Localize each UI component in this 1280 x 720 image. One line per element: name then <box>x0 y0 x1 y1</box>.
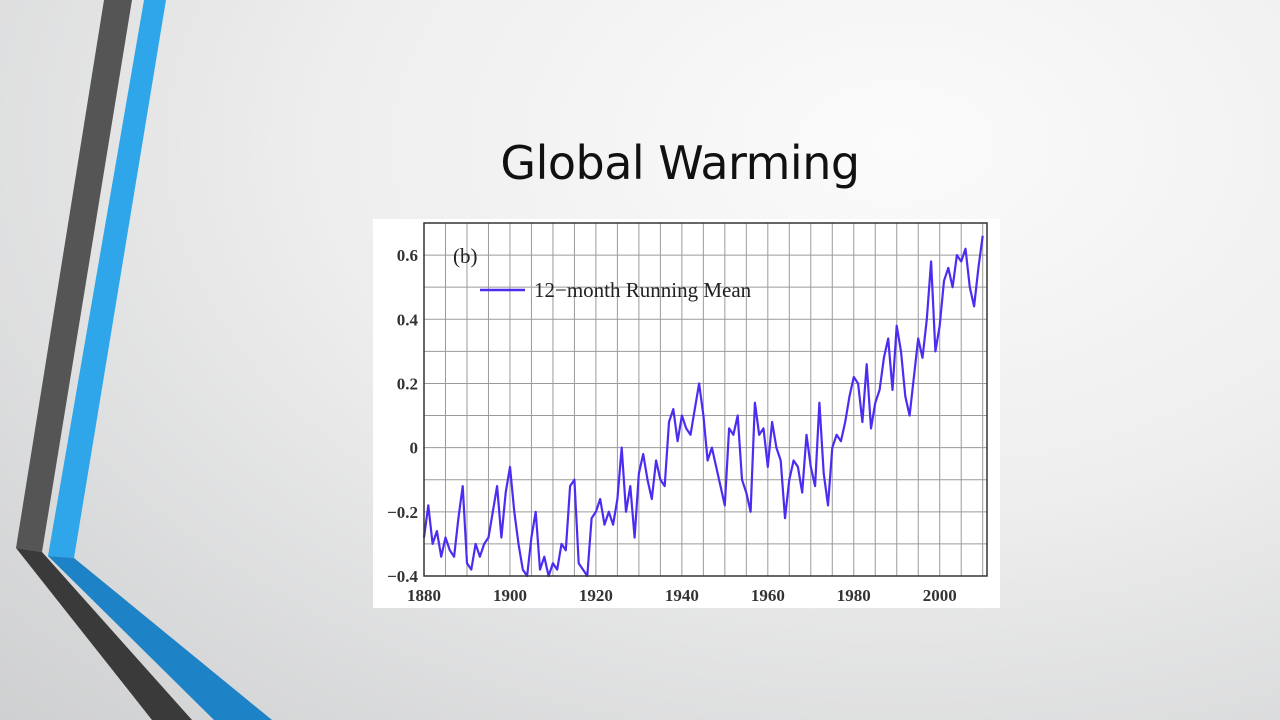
x-tick-label: 1980 <box>837 586 871 605</box>
x-tick-label: 1940 <box>665 586 699 605</box>
slide-title: Global Warming <box>500 136 860 190</box>
x-tick-label: 1920 <box>579 586 613 605</box>
plot-frame <box>423 222 988 577</box>
tick-labels: 1880 1900 1920 1940 1960 1980 2000 0.6 0.4 0.2 0 −0… <box>387 246 957 605</box>
grid <box>423 222 987 577</box>
y-tick-label: 0 <box>410 439 419 458</box>
y-tick-label: −0.4 <box>387 567 418 586</box>
panel-label: (b) <box>453 244 478 268</box>
x-tick-label: 1900 <box>493 586 527 605</box>
y-tick-label: 0.2 <box>397 374 418 393</box>
series-line <box>422 235 984 578</box>
y-tick-label: 0.4 <box>397 310 419 329</box>
blue-ribbon-lower <box>48 556 272 720</box>
dark-ribbon-upper <box>16 0 132 552</box>
dark-ribbon-lower <box>16 548 192 720</box>
x-tick-label: 2000 <box>923 586 957 605</box>
x-tick-label: 1880 <box>407 586 441 605</box>
y-tick-label: 0.6 <box>397 246 418 265</box>
y-tick-label: −0.2 <box>387 503 418 522</box>
blue-ribbon-upper <box>48 0 166 558</box>
chart-image: 1880 1900 1920 1940 1960 1980 2000 0.6 0.4 0.2 0 −0… <box>373 219 1000 608</box>
legend-label: 12−month Running Mean <box>534 278 752 302</box>
x-tick-label: 1960 <box>751 586 785 605</box>
temperature-chart: 1880 1900 1920 1940 1960 1980 2000 0.6 0.4 0.2 0 −0… <box>387 222 988 605</box>
series-layer <box>422 235 984 578</box>
